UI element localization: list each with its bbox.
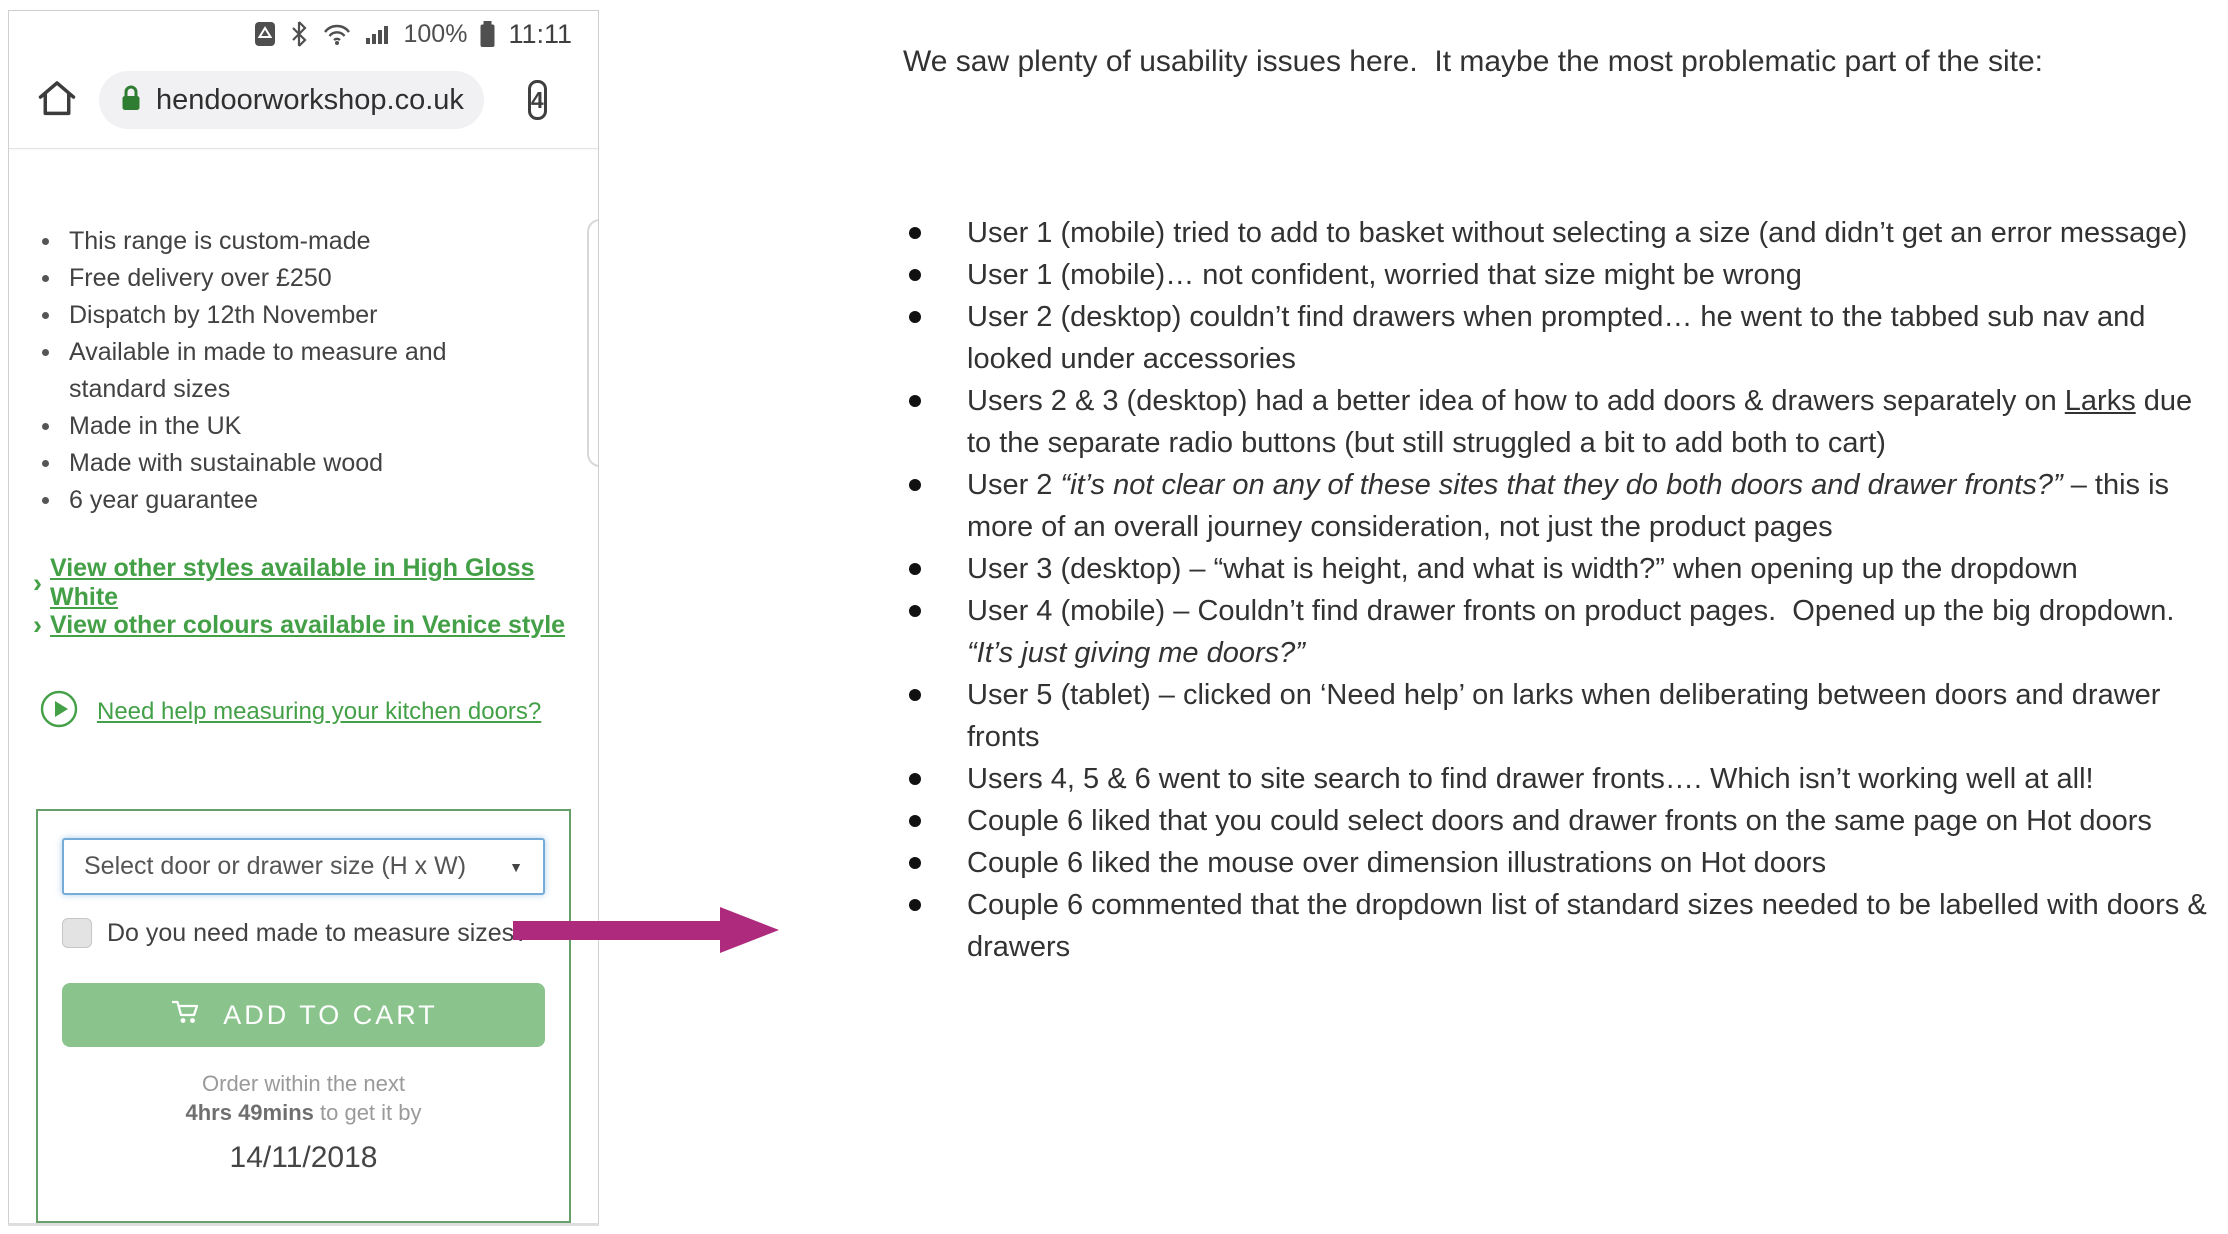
notes-bullet: User 1 (mobile)… not confident, worried … bbox=[903, 254, 2218, 296]
notes-bullet: User 2 (desktop) couldn’t find drawers w… bbox=[903, 296, 2218, 380]
feature-item: Free delivery over £250 bbox=[39, 260, 519, 297]
status-bar: 100% 11:11 bbox=[9, 11, 598, 57]
signal-strength-icon bbox=[365, 22, 391, 46]
notes-bullet: Couple 6 commented that the dropdown lis… bbox=[903, 884, 2218, 968]
home-icon[interactable] bbox=[35, 76, 79, 125]
made-to-measure-label: Do you need made to measure sizes? bbox=[107, 918, 529, 947]
add-to-cart-button[interactable]: ADD TO CART bbox=[62, 983, 545, 1047]
notes-bullet: User 4 (mobile) – Couldn’t find drawer f… bbox=[903, 590, 2218, 674]
size-select-dropdown[interactable]: Select door or drawer size (H x W) ▼ bbox=[62, 838, 545, 895]
phone-screenshot: 100% 11:11 hendoorworkshop.co.uk 4 ⋮ Thi… bbox=[8, 10, 599, 1226]
browser-toolbar: hendoorworkshop.co.uk 4 ⋮ bbox=[9, 57, 598, 143]
play-icon bbox=[39, 689, 79, 734]
order-countdown: Order within the next 4hrs 49mins to get… bbox=[38, 1069, 569, 1127]
bluetooth-icon bbox=[289, 20, 309, 48]
tab-count: 4 bbox=[530, 86, 544, 113]
delivery-date: 14/11/2018 bbox=[229, 1141, 378, 1174]
notes-bullet: Users 4, 5 & 6 went to site search to fi… bbox=[903, 758, 2218, 800]
made-to-measure-row: Do you need made to measure sizes? bbox=[62, 918, 528, 948]
tab-counter-button[interactable]: 4 bbox=[527, 80, 547, 120]
feature-item: Dispatch by 12th November bbox=[39, 297, 519, 334]
chevron-down-icon: ▼ bbox=[509, 858, 523, 875]
notes-bullet: Users 2 & 3 (desktop) had a better idea … bbox=[903, 380, 2218, 464]
scrollbar[interactable] bbox=[587, 219, 598, 467]
url-text: hendoorworkshop.co.uk bbox=[156, 83, 464, 116]
bullet-dot-icon bbox=[909, 227, 921, 239]
feature-item: Available in made to measure and standar… bbox=[39, 334, 519, 408]
feature-item: 6 year guarantee bbox=[39, 482, 519, 519]
bullet-dot-icon bbox=[909, 395, 921, 407]
battery-percentage: 100% bbox=[403, 19, 468, 48]
bullet-dot-icon bbox=[909, 857, 921, 869]
link-view-other-styles[interactable]: › View other styles available in High Gl… bbox=[33, 554, 598, 612]
notes-heading: We saw plenty of usability issues here. … bbox=[903, 45, 2043, 78]
link-label: View other colours available in Venice s… bbox=[50, 611, 566, 639]
bullet-dot-icon bbox=[909, 311, 921, 323]
notes-bullet: User 1 (mobile) tried to add to basket w… bbox=[903, 212, 2218, 254]
wifi-icon bbox=[321, 21, 353, 47]
bullet-dot-icon bbox=[909, 899, 921, 911]
bullet-dot-icon bbox=[909, 815, 921, 827]
feature-item: Made with sustainable wood bbox=[39, 445, 519, 482]
feature-list: This range is custom-made Free delivery o… bbox=[39, 223, 519, 519]
countdown-value: 4hrs 49mins bbox=[185, 1100, 314, 1125]
notes-panel: We saw plenty of usability issues here. … bbox=[903, 42, 2218, 968]
link-view-other-colours[interactable]: › View other colours available in Venice… bbox=[33, 611, 565, 640]
bullet-dot-icon bbox=[909, 479, 921, 491]
chevron-right-icon: › bbox=[33, 567, 42, 598]
annotation-arrow-icon bbox=[513, 904, 781, 961]
address-bar[interactable]: hendoorworkshop.co.uk bbox=[99, 71, 484, 129]
help-link-label: Need help measuring your kitchen doors? bbox=[97, 697, 542, 725]
notes-bullet: User 3 (desktop) – “what is height, and … bbox=[903, 548, 2218, 590]
size-select-value: Select door or drawer size (H x W) bbox=[84, 852, 467, 880]
toolbar-divider bbox=[9, 148, 598, 149]
notes-bullet-list: User 1 (mobile) tried to add to basket w… bbox=[903, 212, 2218, 968]
order-suffix: to get it by bbox=[313, 1100, 422, 1125]
battery-icon bbox=[479, 20, 496, 48]
notes-bullet: User 5 (tablet) – clicked on ‘Need help’… bbox=[903, 674, 2218, 758]
made-to-measure-checkbox[interactable] bbox=[62, 918, 92, 948]
menu-kebab-icon[interactable]: ⋮ bbox=[587, 82, 598, 118]
order-prefix: Order within the next bbox=[202, 1071, 405, 1096]
link-label: View other styles available in High Glos… bbox=[50, 554, 535, 611]
notes-bullet: User 2 “it’s not clear on any of these s… bbox=[903, 464, 2218, 548]
lock-icon bbox=[119, 83, 143, 118]
clock-time: 11:11 bbox=[508, 18, 572, 49]
order-line2: 4hrs 49mins to get it by bbox=[38, 1098, 569, 1127]
purchase-panel: Select door or drawer size (H x W) ▼ Do … bbox=[36, 809, 571, 1223]
bullet-dot-icon bbox=[909, 563, 921, 575]
link-need-help-measuring[interactable]: Need help measuring your kitchen doors? bbox=[39, 689, 541, 734]
bullet-dot-icon bbox=[909, 773, 921, 785]
bullet-dot-icon bbox=[909, 689, 921, 701]
cart-icon bbox=[169, 998, 203, 1033]
feature-item: Made in the UK bbox=[39, 408, 519, 445]
bullet-dot-icon bbox=[909, 269, 921, 281]
bullet-dot-icon bbox=[909, 605, 921, 617]
add-to-cart-label: ADD TO CART bbox=[223, 999, 438, 1030]
feature-item: This range is custom-made bbox=[39, 223, 519, 260]
notes-bullet: Couple 6 liked the mouse over dimension … bbox=[903, 842, 2218, 884]
chevron-right-icon: › bbox=[33, 610, 42, 640]
battery-saver-icon bbox=[253, 20, 277, 48]
notes-bullet: Couple 6 liked that you could select doo… bbox=[903, 800, 2218, 842]
